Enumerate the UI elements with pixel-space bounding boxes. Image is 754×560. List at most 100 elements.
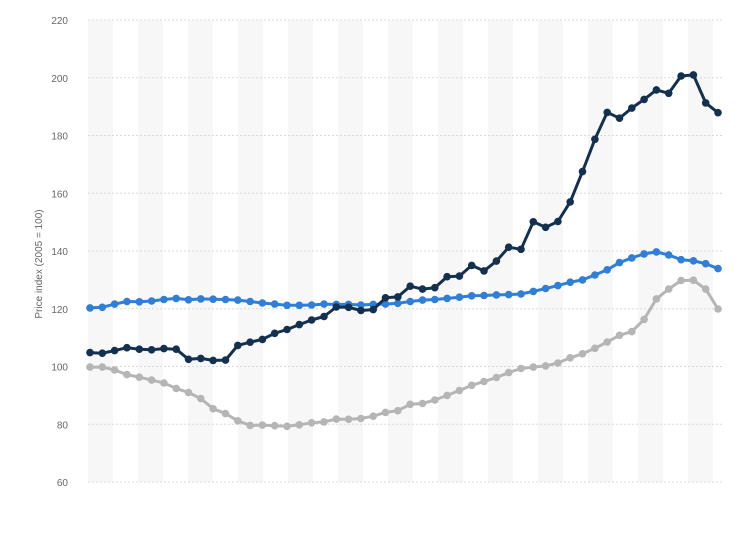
data-point[interactable] [431, 283, 439, 292]
data-point[interactable] [295, 421, 304, 429]
data-point[interactable] [147, 297, 156, 305]
data-point[interactable] [701, 99, 710, 107]
data-point[interactable] [517, 364, 525, 373]
data-point[interactable] [615, 258, 624, 267]
data-point[interactable] [381, 408, 390, 417]
data-point[interactable] [394, 406, 402, 415]
data-point[interactable] [283, 301, 291, 310]
data-point[interactable] [591, 271, 599, 279]
data-point[interactable] [394, 299, 402, 308]
data-point[interactable] [184, 388, 193, 397]
data-point[interactable] [554, 217, 562, 226]
data-point[interactable] [591, 344, 599, 353]
data-point[interactable] [652, 248, 661, 256]
data-point[interactable] [467, 261, 476, 270]
data-point[interactable] [295, 301, 304, 310]
data-point[interactable] [172, 294, 180, 303]
data-point[interactable] [123, 370, 131, 379]
data-point[interactable] [714, 108, 722, 117]
data-point[interactable] [160, 379, 168, 387]
data-point[interactable] [98, 349, 107, 358]
data-point[interactable] [566, 354, 574, 362]
data-point[interactable] [86, 304, 94, 312]
data-point[interactable] [197, 295, 205, 303]
data-point[interactable] [234, 296, 242, 304]
data-point[interactable] [615, 114, 624, 122]
data-point[interactable] [394, 293, 402, 301]
data-point[interactable] [578, 350, 587, 358]
data-point[interactable] [615, 331, 624, 340]
data-point[interactable] [455, 272, 464, 280]
data-point[interactable] [197, 394, 205, 403]
data-point[interactable] [98, 363, 107, 371]
data-point[interactable] [246, 338, 254, 347]
data-point[interactable] [640, 95, 648, 104]
data-point[interactable] [270, 421, 279, 430]
data-point[interactable] [492, 291, 501, 299]
data-point[interactable] [603, 108, 611, 117]
data-point[interactable] [529, 287, 538, 296]
data-point[interactable] [504, 368, 513, 377]
data-point[interactable] [541, 284, 550, 293]
data-point[interactable] [628, 327, 636, 336]
data-point[interactable] [591, 135, 599, 144]
data-point[interactable] [110, 346, 119, 355]
data-point[interactable] [357, 414, 365, 423]
data-point[interactable] [307, 301, 316, 309]
data-point[interactable] [529, 218, 538, 226]
data-point[interactable] [357, 306, 365, 315]
data-point[interactable] [283, 422, 291, 431]
data-point[interactable] [270, 329, 279, 338]
data-point[interactable] [418, 296, 427, 304]
data-point[interactable] [110, 366, 119, 374]
data-point[interactable] [197, 354, 205, 363]
data-point[interactable] [381, 300, 390, 308]
data-point[interactable] [554, 281, 562, 290]
data-point[interactable] [578, 167, 587, 176]
data-point[interactable] [295, 320, 304, 329]
data-point[interactable] [209, 295, 217, 304]
data-point[interactable] [554, 359, 562, 367]
data-point[interactable] [467, 381, 476, 390]
data-point[interactable] [320, 300, 328, 308]
data-point[interactable] [110, 300, 119, 308]
data-point[interactable] [431, 396, 439, 404]
data-point[interactable] [344, 415, 353, 424]
data-point[interactable] [640, 315, 648, 324]
data-point[interactable] [664, 89, 673, 98]
data-point[interactable] [677, 255, 685, 264]
data-point[interactable] [541, 223, 550, 232]
data-point[interactable] [504, 243, 513, 251]
data-point[interactable] [628, 104, 636, 112]
data-point[interactable] [566, 198, 574, 206]
data-point[interactable] [258, 299, 267, 307]
data-point[interactable] [209, 404, 217, 413]
data-point[interactable] [258, 421, 267, 429]
data-point[interactable] [234, 417, 242, 425]
data-point[interactable] [541, 362, 550, 370]
data-point[interactable] [406, 282, 415, 291]
data-point[interactable] [652, 86, 661, 94]
data-point[interactable] [221, 356, 230, 364]
data-point[interactable] [86, 363, 94, 371]
data-point[interactable] [664, 251, 673, 259]
data-point[interactable] [467, 292, 476, 300]
data-point[interactable] [443, 272, 451, 281]
data-point[interactable] [123, 343, 131, 352]
data-point[interactable] [221, 295, 230, 304]
data-point[interactable] [504, 290, 513, 299]
data-point[interactable] [677, 72, 685, 80]
data-point[interactable] [160, 344, 168, 353]
data-point[interactable] [517, 245, 525, 254]
data-point[interactable] [147, 346, 156, 354]
data-point[interactable] [184, 296, 193, 304]
data-point[interactable] [406, 297, 415, 306]
data-point[interactable] [677, 276, 685, 285]
data-point[interactable] [418, 399, 427, 408]
data-point[interactable] [689, 276, 698, 285]
data-point[interactable] [406, 400, 415, 409]
data-point[interactable] [246, 421, 254, 430]
data-point[interactable] [689, 257, 698, 265]
data-point[interactable] [480, 377, 488, 386]
data-point[interactable] [307, 419, 316, 427]
